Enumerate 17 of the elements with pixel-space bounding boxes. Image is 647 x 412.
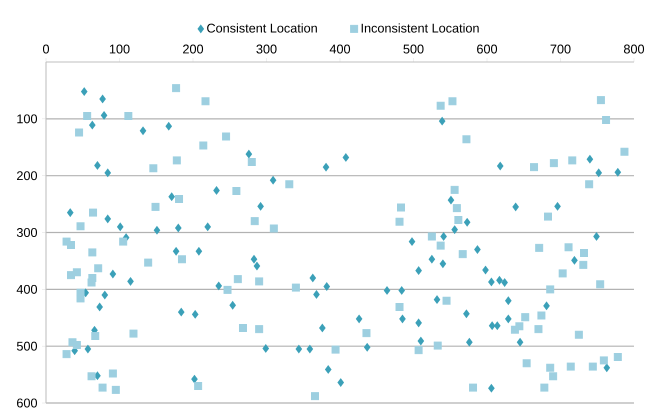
- x-tick-label: 600: [477, 44, 498, 54]
- y-tick-label: 100: [17, 114, 38, 124]
- y-tick-label: 400: [16, 284, 38, 294]
- legend-label: Inconsistent Location: [362, 23, 479, 33]
- legend-label: Consistent Location: [207, 23, 317, 33]
- x-tick-label: 100: [110, 44, 130, 54]
- x-tick-label: 500: [403, 44, 424, 54]
- x-tick-label: 200: [183, 44, 204, 54]
- y-tick-label: 500: [16, 342, 38, 351]
- x-tick-label: 700: [550, 44, 571, 54]
- y-tick-label: 600: [17, 398, 38, 408]
- x-tick-label: 0: [42, 44, 50, 54]
- x-tick-label: 800: [624, 44, 644, 54]
- y-tick-label: 200: [17, 171, 38, 180]
- x-tick-label: 300: [256, 44, 277, 54]
- x-tick-label: 400: [330, 44, 350, 54]
- y-tick-label: 300: [16, 228, 38, 237]
